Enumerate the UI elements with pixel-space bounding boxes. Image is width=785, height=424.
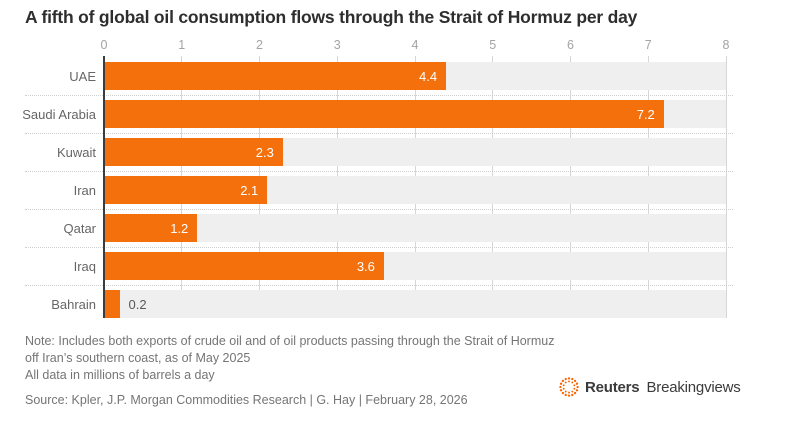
reuters-dotted-circle-icon [559, 377, 579, 397]
bar-value-label: 0.2 [128, 296, 147, 312]
x-axis-tick-label: 5 [489, 38, 497, 52]
row-separator [25, 170, 733, 172]
x-axis-tick-label: 1 [178, 38, 186, 52]
y-axis-line [102, 56, 105, 318]
x-axis-tick-label: 3 [333, 38, 341, 52]
x-axis-tick-label: 7 [644, 38, 652, 52]
category-label: UAE [69, 68, 96, 84]
x-axis-tick-label: 4 [411, 38, 419, 52]
bar [104, 290, 120, 318]
x-axis-tick-label: 8 [722, 38, 730, 52]
row-band [104, 214, 726, 242]
bar-value-label: 2.3 [255, 144, 274, 160]
bar [104, 252, 384, 280]
bar-value-label: 1.2 [170, 220, 189, 236]
bar-value-label: 2.1 [240, 182, 259, 198]
source-text: Source: Kpler, J.P. Morgan Commodities R… [25, 393, 468, 407]
logo-text-reuters: Reuters [585, 378, 640, 396]
row-separator [25, 94, 733, 96]
bar [104, 214, 198, 242]
note-text-line-3: All data in millions of barrels a day [25, 368, 215, 382]
category-label: Qatar [63, 220, 96, 236]
category-label: Iran [73, 182, 96, 198]
row-separator [25, 132, 733, 134]
category-label: Saudi Arabia [22, 106, 96, 122]
bar-value-label: 3.6 [356, 258, 375, 274]
row-separator [25, 208, 733, 210]
bar [104, 100, 664, 128]
note-text-line-2: off Iran’s southern coast, as of May 202… [25, 351, 251, 365]
category-label: Bahrain [51, 296, 96, 312]
x-axis-tick-label: 0 [100, 38, 108, 52]
bar-value-label: 7.2 [636, 106, 655, 122]
reuters-breakingviews-logo: Reuters Breakingviews [558, 375, 741, 399]
logo-text-breakingviews: Breakingviews [646, 378, 741, 396]
category-label: Iraq [73, 258, 96, 274]
chart-title: A fifth of global oil consumption flows … [25, 7, 638, 27]
bar [104, 138, 283, 166]
bar [104, 62, 447, 90]
row-band [104, 290, 726, 318]
bar-value-label: 4.4 [419, 68, 438, 84]
gridline [725, 56, 727, 318]
note-text-line-1: Note: Includes both exports of crude oil… [25, 334, 555, 348]
row-separator [25, 246, 733, 248]
bar [104, 176, 268, 204]
x-axis-tick-label: 2 [256, 38, 263, 52]
x-axis-tick-label: 6 [567, 38, 574, 52]
category-label: Kuwait [56, 144, 96, 160]
row-separator [25, 284, 733, 286]
